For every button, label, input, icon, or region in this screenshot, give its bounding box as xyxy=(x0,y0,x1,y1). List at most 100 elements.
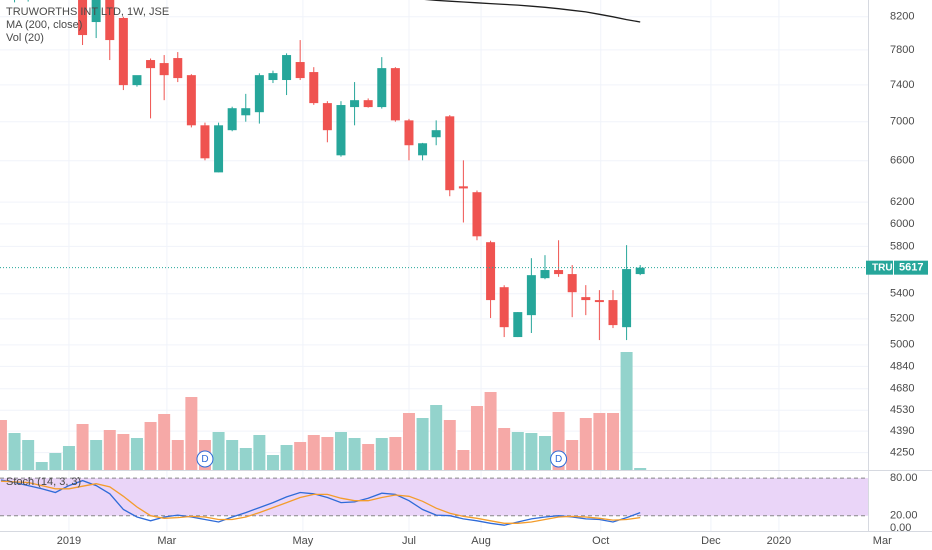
y-tick-label: 4840 xyxy=(890,360,914,372)
candle-body xyxy=(132,75,142,86)
dividend-label: D xyxy=(555,454,562,465)
volume-bar xyxy=(280,445,293,470)
ma-legend: MA (200, close) xyxy=(6,19,82,31)
volume-bar xyxy=(348,438,361,470)
candle-body xyxy=(186,75,196,126)
x-tick-label: Jul xyxy=(402,535,416,547)
volume-bar xyxy=(389,437,402,470)
x-tick-label: Dec xyxy=(701,535,721,547)
volume-bar xyxy=(144,422,157,470)
volume-bar xyxy=(538,436,551,470)
candle-body xyxy=(581,297,591,301)
volume-bar xyxy=(498,428,511,470)
indicator-line xyxy=(0,480,641,524)
volume-bar xyxy=(8,433,21,470)
candle-body xyxy=(418,143,428,156)
candle-body xyxy=(635,267,645,275)
chart-title: TRUWORTHS INT LTD, 1W, JSE xyxy=(6,6,169,18)
volume-bar xyxy=(430,405,443,470)
y-tick-label: 7800 xyxy=(890,44,914,56)
volume-bar xyxy=(402,413,415,470)
candle-body xyxy=(78,0,88,36)
volume-legend: Vol (20) xyxy=(6,32,44,44)
volume-bar xyxy=(239,448,252,470)
volume-bar xyxy=(634,468,647,470)
candle-body xyxy=(350,100,360,108)
stoch-band-layer xyxy=(0,477,868,517)
volume-bar xyxy=(62,446,75,470)
candle-body xyxy=(118,17,128,86)
volume-bar xyxy=(579,418,592,470)
volume-bar xyxy=(0,420,7,470)
candle-body xyxy=(173,58,183,79)
x-tick-label: Mar xyxy=(873,535,892,547)
dividend-marker xyxy=(196,450,214,468)
candle-body xyxy=(390,68,400,121)
candle-body xyxy=(241,108,251,116)
candle-body xyxy=(472,192,482,237)
candle-body xyxy=(499,287,509,328)
candle-body xyxy=(159,63,169,76)
candle-body xyxy=(282,55,292,81)
candle-body xyxy=(295,62,305,79)
candle-body xyxy=(254,75,264,113)
candle-body xyxy=(377,68,387,108)
x-tick-label: 2020 xyxy=(767,535,791,547)
candle-layer xyxy=(14,0,645,341)
y-tick-label: 6200 xyxy=(890,196,914,208)
candle-body xyxy=(445,116,455,191)
candle-body xyxy=(200,125,210,159)
candle-body xyxy=(554,270,564,275)
volume-bar xyxy=(22,440,35,470)
stoch-band xyxy=(0,478,868,516)
candle-body xyxy=(105,0,115,41)
y-tick-label: 4680 xyxy=(890,383,914,395)
label-layer: 8200 7800 7400 7000 6600 6200 6000 5800 5400 5200… xyxy=(57,11,928,547)
y-tick-label: 4250 xyxy=(890,447,914,459)
y-tick-label: 7000 xyxy=(890,116,914,128)
candle-body xyxy=(622,269,632,328)
candle-body xyxy=(567,274,577,293)
candle-body xyxy=(540,270,550,279)
stoch-legend: Stoch (14, 3, 3) xyxy=(6,476,81,488)
volume-bar xyxy=(49,453,62,470)
y-tick-label: 5800 xyxy=(890,240,914,252)
candle-body xyxy=(336,105,346,156)
volume-bar xyxy=(566,440,579,470)
indicator-line xyxy=(0,479,641,526)
candle-body xyxy=(458,186,468,189)
volume-bar xyxy=(362,444,375,470)
candle-body xyxy=(431,130,441,138)
candle-body xyxy=(322,103,332,131)
price-tag xyxy=(894,260,928,275)
candle-body xyxy=(309,72,319,104)
volume-bar xyxy=(171,440,184,470)
volume-bar xyxy=(185,397,198,470)
volume-bar xyxy=(226,440,239,470)
y-tick-label: 5200 xyxy=(890,313,914,325)
candle-body xyxy=(513,312,523,338)
x-tick-label: Oct xyxy=(592,535,609,547)
candle-body xyxy=(268,73,278,81)
volume-bar xyxy=(593,413,606,470)
volume-bar xyxy=(525,433,538,470)
volume-bar xyxy=(117,434,130,470)
volume-bar xyxy=(416,418,429,470)
candle-body xyxy=(608,300,618,326)
volume-bar xyxy=(212,432,225,470)
volume-layer xyxy=(0,352,647,470)
y-tick-label: 0.00 xyxy=(890,522,911,534)
symbol-label: TRU xyxy=(872,262,893,273)
volume-bar xyxy=(266,455,279,470)
volume-bar xyxy=(321,437,334,470)
y-tick-label: 8200 xyxy=(890,11,914,23)
y-tick-label: 20.00 xyxy=(890,510,918,522)
volume-bar xyxy=(457,450,470,470)
y-tick-label: 7400 xyxy=(890,79,914,91)
volume-bar xyxy=(484,392,497,470)
volume-bar xyxy=(158,414,171,470)
symbol-tag xyxy=(866,260,893,275)
candle-body xyxy=(526,275,536,316)
x-tick-label: May xyxy=(292,535,313,547)
y-tick-label: 6000 xyxy=(890,218,914,230)
